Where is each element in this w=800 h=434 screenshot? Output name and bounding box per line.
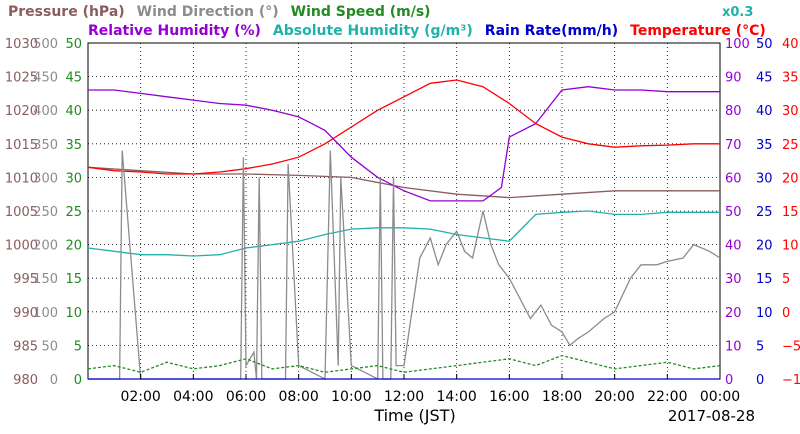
y-tick-label-wind-speed: 10 <box>65 306 82 321</box>
y-tick-label-wind-speed: 30 <box>65 171 82 186</box>
y-tick-label-wind-speed: 50 <box>65 37 82 52</box>
y-tick-label-relative-humidity: 100 <box>725 37 750 52</box>
date-label: 2017-08-28 <box>668 407 755 425</box>
y-tick-label-relative-humidity: 0 <box>725 373 733 388</box>
y-tick-label-relative-humidity: 80 <box>725 104 742 119</box>
y-tick-label-pressure: 1015 <box>5 138 38 153</box>
y-tick-label-relative-humidity: 20 <box>725 306 742 321</box>
y-tick-label-temperature: 15 <box>782 205 799 220</box>
y-tick-label-temperature: 10 <box>782 239 799 254</box>
y-tick-label-pressure: 1010 <box>5 171 38 186</box>
y-tick-label-pressure: 1000 <box>5 239 38 254</box>
x-axis: 02:00 04:00 06:00 08:00 10:00 12:00 14:00 16:00… <box>120 374 740 405</box>
y-tick-label-temperature: 0 <box>782 306 790 321</box>
y-tick-label-wind-speed: 35 <box>65 138 82 153</box>
y-tick-label-relative-humidity: 40 <box>725 239 742 254</box>
y-tick-label-wind-direction: 300 <box>33 171 58 186</box>
y-tick-label-wind-direction: 50 <box>41 339 58 354</box>
y-tick-label-wind-speed: 0 <box>74 373 82 388</box>
y-tick-label-relative-humidity: 60 <box>725 171 742 186</box>
y-tick-label-wind-direction: 500 <box>33 37 58 52</box>
y-tick-label-pressure: 1030 <box>5 37 38 52</box>
series-line-wind-speed <box>87 354 721 373</box>
y-tick-label-pressure: 980 <box>13 373 38 388</box>
x-tick-label: 20:00 <box>594 389 634 405</box>
y-tick-label-rain-rate: 30 <box>756 171 773 186</box>
y-tick-label-temperature: 5 <box>782 272 790 287</box>
x-tick-label: 02:00 <box>120 389 160 405</box>
legend: Pressure (hPa) Wind Direction (°) Wind Spe… <box>8 4 766 39</box>
y-tick-label-pressure: 1020 <box>5 104 38 119</box>
series-line-temperature <box>87 79 720 175</box>
y-tick-label-wind-speed: 15 <box>65 272 82 287</box>
y-tick-label-wind-direction: 150 <box>33 272 58 287</box>
y-tick-label-relative-humidity: 70 <box>725 138 742 153</box>
x-tick-label: 00:00 <box>700 389 740 405</box>
x-axis-label: Time (JST) <box>373 406 455 425</box>
y-tick-label-temperature: 35 <box>782 71 799 86</box>
y-tick-label-rain-rate: 0 <box>756 373 764 388</box>
y-tick-label-rain-rate: 15 <box>756 272 773 287</box>
y-tick-label-temperature: 20 <box>782 171 799 186</box>
y-tick-label-relative-humidity: 50 <box>725 205 742 220</box>
legend-item: Rain Rate(mm/h) <box>485 23 618 39</box>
y-tick-label-rain-rate: 45 <box>756 71 773 86</box>
x-tick-label: 12:00 <box>384 389 424 405</box>
y-tick-label-rain-rate: 10 <box>756 306 773 321</box>
grid <box>88 43 720 379</box>
y-tick-label-relative-humidity: 10 <box>725 339 742 354</box>
series-line-wind-direction <box>88 150 721 381</box>
axes-layer: 9809859909951000100510101015102010251030… <box>5 37 800 388</box>
y-tick-label-temperature: −5 <box>782 339 800 354</box>
y-tick-label-pressure: 990 <box>13 306 38 321</box>
y-tick-label-wind-direction: 450 <box>33 71 58 86</box>
y-tick-label-temperature: −10 <box>782 373 800 388</box>
y-tick-label-rain-rate: 35 <box>756 138 773 153</box>
legend-item: Wind Speed (m/s) <box>291 4 431 20</box>
y-tick-label-temperature: 25 <box>782 138 799 153</box>
y-tick-label-rain-rate: 40 <box>756 104 773 119</box>
x-tick-label: 14:00 <box>436 389 476 405</box>
series-line-relative-humidity <box>88 86 720 202</box>
y-tick-label-wind-speed: 5 <box>74 339 82 354</box>
y-tick-label-temperature: 30 <box>782 104 799 119</box>
x-tick-label: 08:00 <box>278 389 318 405</box>
legend-item: Temperature (°C) <box>630 23 766 39</box>
x-tick-label: 18:00 <box>542 389 582 405</box>
y-tick-label-pressure: 985 <box>13 339 38 354</box>
legend-item: Wind Direction (°) <box>137 4 279 20</box>
legend-item: Pressure (hPa) <box>8 4 125 20</box>
y-tick-label-pressure: 995 <box>13 272 38 287</box>
x-tick-label: 22:00 <box>647 389 687 405</box>
y-tick-label-wind-direction: 350 <box>33 138 58 153</box>
y-tick-label-temperature: 40 <box>782 37 799 52</box>
y-tick-label-wind-speed: 40 <box>65 104 82 119</box>
x-tick-label: 06:00 <box>226 389 266 405</box>
x-tick-label: 10:00 <box>331 389 371 405</box>
scale-note: x0.3 <box>722 5 753 20</box>
y-tick-label-relative-humidity: 90 <box>725 71 742 86</box>
y-tick-label-wind-speed: 20 <box>65 239 82 254</box>
y-tick-label-wind-direction: 100 <box>33 306 58 321</box>
y-tick-label-rain-rate: 50 <box>756 37 773 52</box>
y-tick-label-rain-rate: 25 <box>756 205 773 220</box>
series-line-absolute-humidity <box>87 210 720 257</box>
y-tick-label-wind-direction: 400 <box>33 104 58 119</box>
y-tick-label-relative-humidity: 30 <box>725 272 742 287</box>
y-tick-label-wind-speed: 25 <box>65 205 82 220</box>
x-tick-label: 04:00 <box>173 389 213 405</box>
y-tick-label-wind-direction: 200 <box>33 239 58 254</box>
y-tick-label-wind-speed: 45 <box>65 71 82 86</box>
y-tick-label-pressure: 1005 <box>5 205 38 220</box>
y-tick-label-wind-direction: 0 <box>50 373 58 388</box>
y-tick-label-pressure: 1025 <box>5 71 38 86</box>
y-tick-label-rain-rate: 20 <box>756 239 773 254</box>
y-tick-label-rain-rate: 5 <box>756 339 764 354</box>
legend-item: Absolute Humidity (g/m³) <box>273 23 473 39</box>
y-tick-label-wind-direction: 250 <box>33 205 58 220</box>
legend-item: Relative Humidity (%) <box>88 23 261 39</box>
x-tick-label: 16:00 <box>489 389 529 405</box>
